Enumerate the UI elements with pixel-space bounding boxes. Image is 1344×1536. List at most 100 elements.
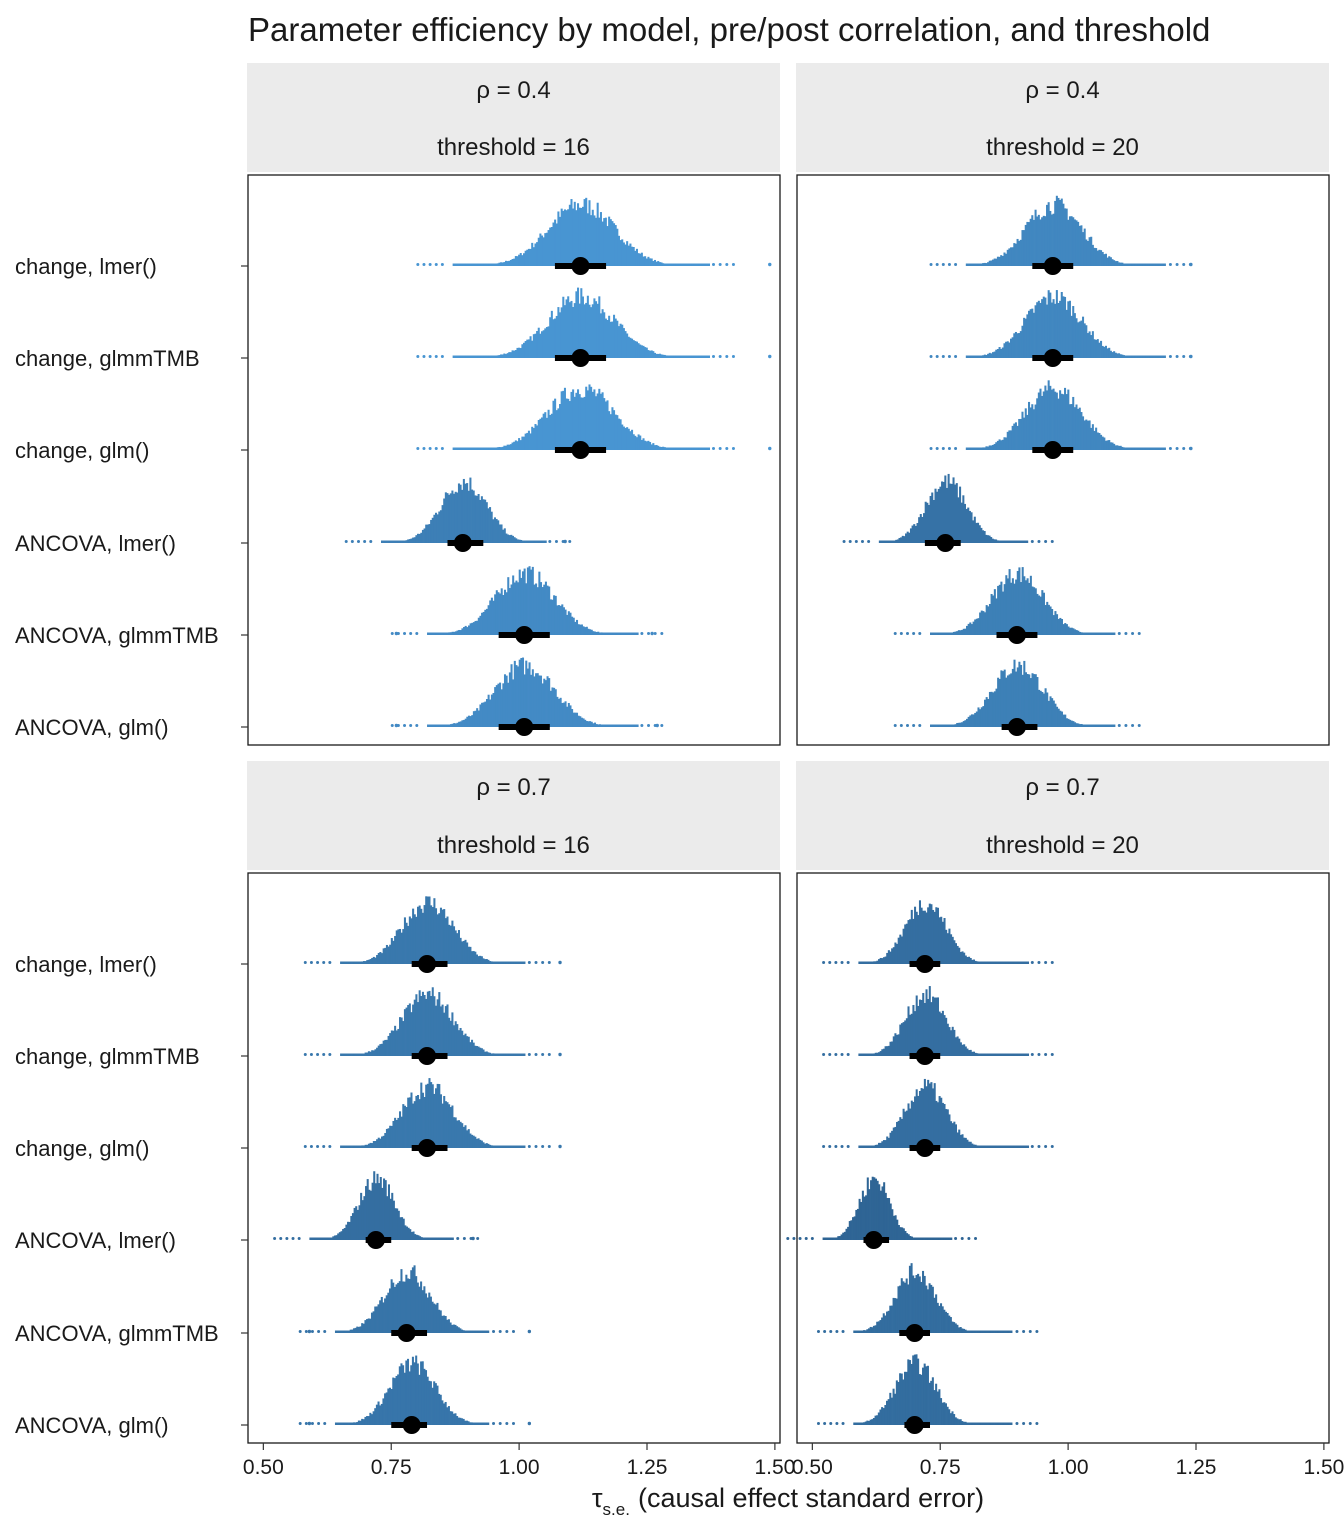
distribution-bin <box>541 331 544 358</box>
distribution-bin <box>980 1330 983 1333</box>
distribution-bin <box>449 493 452 543</box>
distribution-bin <box>511 1145 514 1148</box>
tail-point <box>390 632 394 635</box>
distribution-bin <box>937 488 940 543</box>
distribution-bin <box>488 355 491 358</box>
distribution-bin <box>998 256 1001 266</box>
distribution-bin <box>1024 318 1027 358</box>
distribution-bin <box>548 678 551 727</box>
distribution-bin <box>966 1422 969 1425</box>
distribution-bin <box>503 961 506 964</box>
distribution-bin <box>607 724 610 727</box>
distribution-bin <box>665 263 668 266</box>
distribution-bin <box>459 1027 462 1056</box>
distribution-bin <box>995 1422 998 1425</box>
distribution-bin <box>399 1111 402 1148</box>
distribution-bin <box>452 1413 455 1425</box>
distribution-bin <box>446 1237 449 1240</box>
tail-point <box>941 263 945 266</box>
distribution-bin <box>1144 447 1147 450</box>
distribution-bin <box>343 1228 346 1240</box>
distribution-bin <box>463 719 466 727</box>
distribution-bin <box>510 584 513 635</box>
distribution-bin <box>983 447 986 450</box>
distribution-bin <box>631 338 634 358</box>
distribution-bin <box>1032 312 1035 358</box>
distribution-bin <box>1015 961 1018 964</box>
distribution-bin <box>1005 961 1008 964</box>
distribution-bin <box>1080 632 1083 635</box>
distribution-bin <box>1132 263 1135 266</box>
distribution-bin <box>981 961 984 964</box>
distribution-bin <box>475 495 478 543</box>
distribution-bin <box>976 1330 979 1333</box>
distribution-bin <box>369 1190 372 1240</box>
distribution-bin <box>872 1418 875 1425</box>
distribution-bin <box>1001 347 1004 358</box>
distribution-bin <box>837 1236 840 1240</box>
distribution-bin <box>507 682 510 727</box>
distribution-bin <box>968 956 971 964</box>
distribution-bin <box>469 1133 472 1148</box>
distribution-bin <box>608 411 611 450</box>
distribution-bin <box>897 1034 900 1056</box>
distribution-bin <box>860 1145 863 1148</box>
tail-point <box>440 447 444 450</box>
distribution-bin <box>372 1311 375 1333</box>
distribution-bin <box>435 1088 438 1148</box>
median-point <box>915 955 934 973</box>
distribution-bin <box>928 986 931 1056</box>
distribution-bin <box>891 1041 894 1056</box>
distribution-bin <box>882 1313 885 1333</box>
distribution-bin <box>464 1033 467 1056</box>
distribution-bin <box>1086 240 1089 266</box>
distribution-bin <box>685 447 688 450</box>
distribution-bin <box>1078 724 1081 727</box>
distribution-bin <box>423 528 426 543</box>
distribution-bin <box>573 396 576 450</box>
distribution-bin <box>1015 1145 1018 1148</box>
distribution-bin <box>1070 216 1073 266</box>
distribution-bin <box>1015 671 1018 727</box>
distribution-bin <box>433 1237 436 1240</box>
distribution-bin <box>528 540 531 543</box>
distribution-bin <box>367 1416 370 1425</box>
distribution-bin <box>892 1388 895 1425</box>
median-point <box>418 1139 437 1157</box>
distribution-bin <box>984 1053 987 1056</box>
distribution-bin <box>550 413 553 450</box>
x-tick-label: 0.75 <box>920 1456 961 1479</box>
distribution-bin <box>1078 631 1081 635</box>
distribution-bin <box>586 213 589 266</box>
distribution-bin <box>948 1027 951 1056</box>
distribution-bin <box>1034 404 1037 450</box>
distribution-bin <box>531 540 534 543</box>
distribution-bin <box>1049 606 1052 635</box>
distribution-bin <box>467 355 470 358</box>
distribution-bin <box>527 248 530 266</box>
distribution-bin <box>905 1278 908 1333</box>
distribution-bin <box>975 447 978 450</box>
distribution-bin <box>976 1422 979 1425</box>
distribution-bin <box>311 1237 314 1240</box>
x-tick-label: 0.50 <box>792 1456 833 1479</box>
tail-point <box>1168 263 1172 266</box>
distribution-bin <box>413 1101 416 1148</box>
distribution-bin <box>869 1053 872 1056</box>
distribution-bin <box>948 1315 951 1333</box>
distribution-bin <box>1047 700 1050 727</box>
distribution-bin <box>361 1145 364 1148</box>
distribution-bin <box>447 1319 450 1333</box>
distribution-bin <box>1014 422 1017 450</box>
distribution-bin <box>635 341 638 358</box>
distribution-bin <box>430 632 433 635</box>
distribution-bin <box>992 1145 995 1148</box>
distribution-bin <box>377 1137 380 1148</box>
distribution-bin <box>972 263 975 266</box>
distribution-bin <box>495 1145 498 1148</box>
distribution-bin <box>425 896 428 964</box>
distribution-bin <box>658 353 661 358</box>
distribution-bin <box>1093 339 1096 358</box>
distribution-bin <box>358 1145 361 1148</box>
distribution-bin <box>458 629 461 635</box>
